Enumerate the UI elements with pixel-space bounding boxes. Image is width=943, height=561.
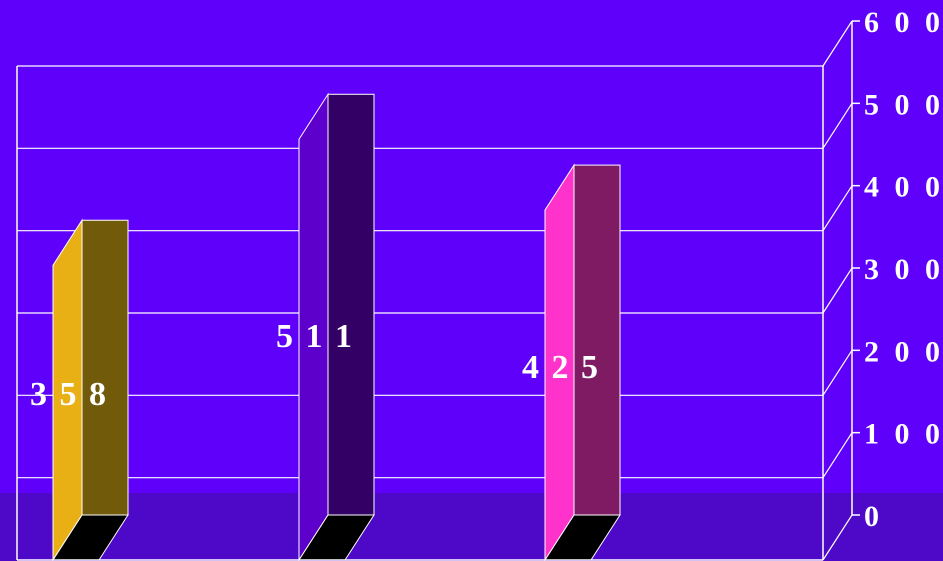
bar-data-label: 3 5 8 — [30, 376, 108, 413]
side-wall-gridline — [822, 103, 853, 149]
bar-front-face — [327, 93, 375, 516]
side-wall-gridline — [822, 432, 853, 478]
bar-data-label: 5 1 1 — [276, 318, 354, 355]
side-wall-gridline — [822, 185, 853, 231]
bar-front-face — [81, 219, 129, 516]
y-tick-label: 5 0 0 — [864, 88, 943, 121]
bar-front-face — [573, 164, 621, 516]
y-tick-label: 1 0 0 — [864, 418, 943, 451]
bar-data-label: 4 2 5 — [522, 349, 600, 386]
plot-floor-band — [0, 493, 943, 561]
y-tick-label: 2 0 0 — [864, 335, 943, 368]
y-tick-label: 3 0 0 — [864, 253, 943, 286]
side-wall-gridline — [822, 267, 853, 314]
side-wall-gridline — [822, 350, 853, 396]
side-wall-gridline — [822, 514, 853, 561]
side-wall-gridline — [822, 20, 853, 67]
y-tick-label: 4 0 0 — [864, 171, 943, 204]
y-tick-label: 6 0 0 — [864, 6, 943, 39]
y-tick-label: 0 — [864, 500, 883, 533]
